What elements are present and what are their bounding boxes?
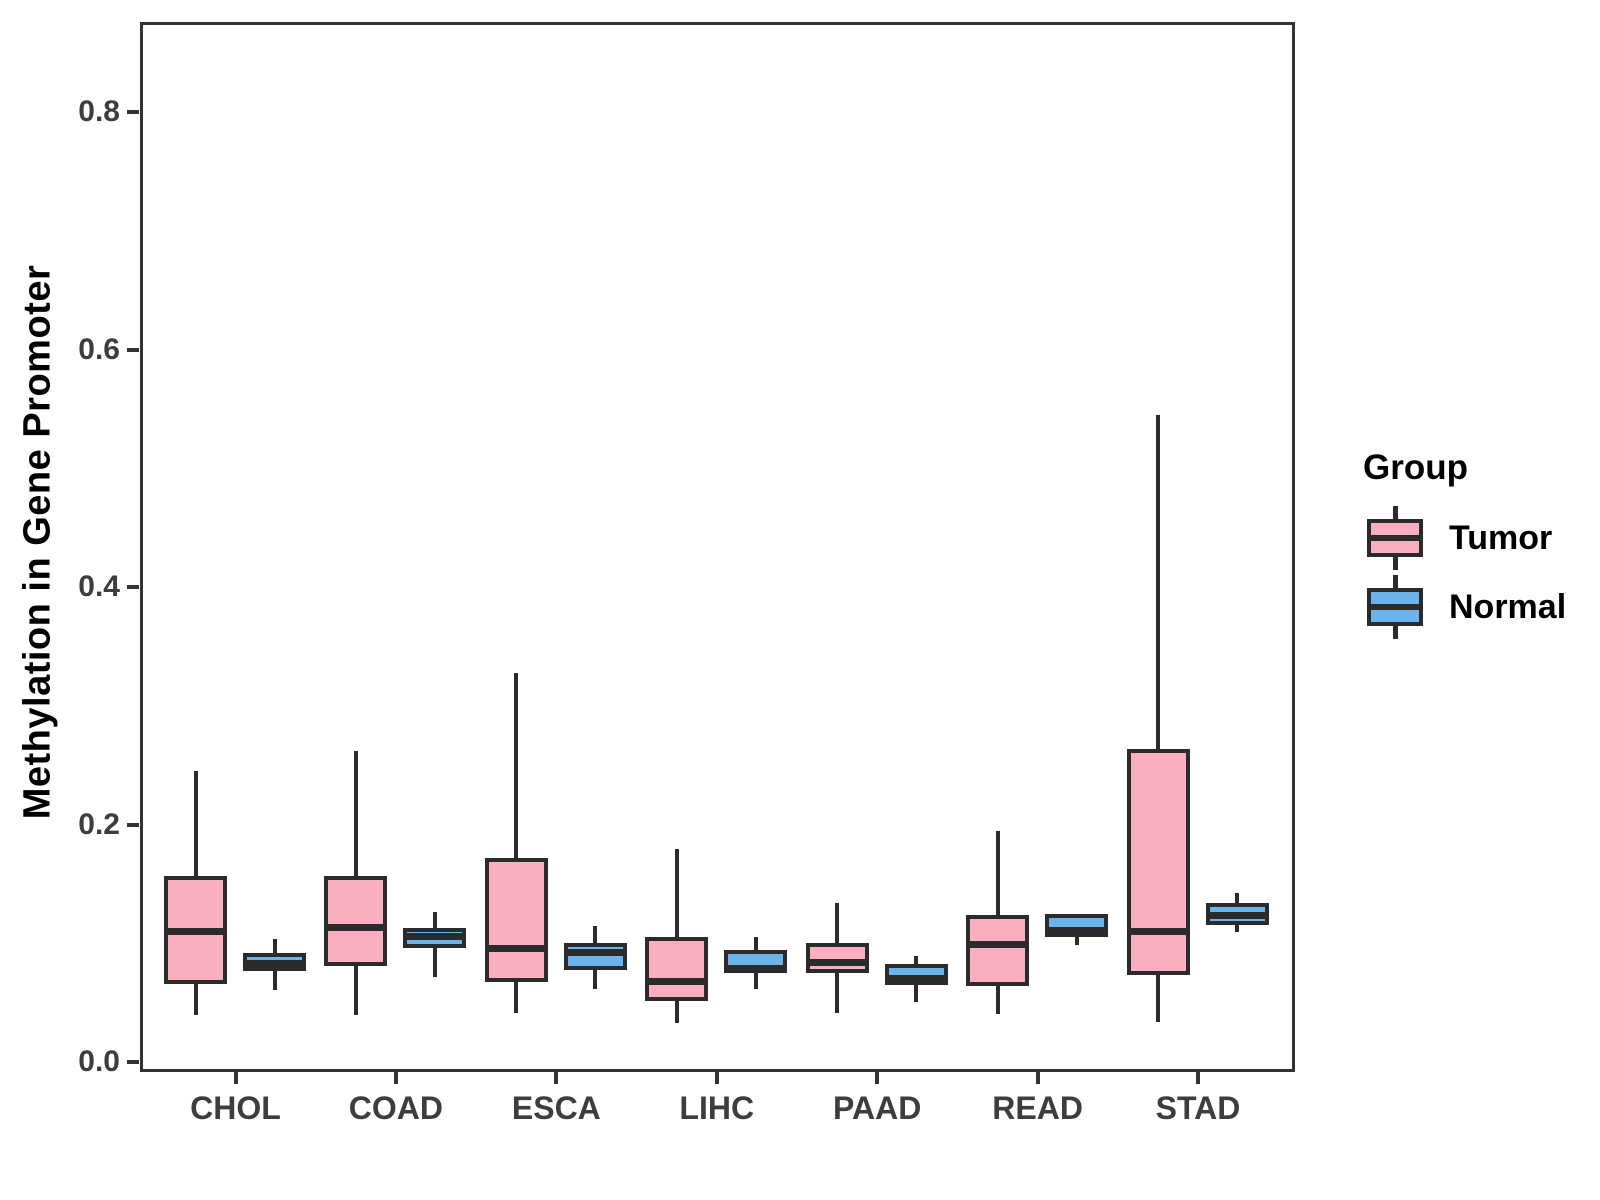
y-tick-mark xyxy=(127,822,139,827)
y-tick-label: 0.8 xyxy=(78,95,120,129)
median-CHOL-normal xyxy=(247,960,302,968)
key-median xyxy=(1371,604,1419,610)
boxplot-key-icon xyxy=(1367,575,1423,639)
plot-panel xyxy=(140,22,1295,1072)
y-tick-label: 0.6 xyxy=(78,332,120,366)
legend-label: Normal xyxy=(1449,587,1567,626)
legend-entries: Tumor Normal xyxy=(1363,506,1566,639)
median-PAAD-tumor xyxy=(809,959,865,967)
x-tick-mark xyxy=(554,1071,559,1084)
whisker-ESCA-tumor xyxy=(514,672,519,1013)
y-tick-label: 0.2 xyxy=(78,807,120,841)
median-ESCA-tumor xyxy=(488,944,544,952)
box-LIHC-tumor xyxy=(645,936,709,1001)
x-tick-label: PAAD xyxy=(833,1090,922,1126)
whisker-LIHC-tumor xyxy=(674,848,679,1024)
key-median xyxy=(1371,535,1419,541)
x-tick-label: ESCA xyxy=(511,1090,601,1126)
x-tick-label: COAD xyxy=(348,1090,444,1126)
x-tick-mark xyxy=(1035,1071,1040,1084)
x-tick-mark xyxy=(1196,1071,1201,1084)
x-tick-mark xyxy=(875,1071,880,1084)
median-LIHC-tumor xyxy=(649,978,705,986)
box-ESCA-tumor xyxy=(484,858,548,982)
legend-label: Tumor xyxy=(1449,518,1553,557)
whisker-STAD-tumor xyxy=(1156,415,1161,1023)
x-tick-label: STAD xyxy=(1155,1090,1241,1126)
y-tick-mark xyxy=(127,347,139,352)
y-tick-mark xyxy=(127,585,139,590)
legend-entry-normal: Normal xyxy=(1367,575,1566,639)
median-LIHC-normal xyxy=(728,965,784,973)
legend: Group Tumor Normal xyxy=(1363,448,1566,644)
x-tick-label: CHOL xyxy=(190,1090,281,1126)
boxplot-key-icon xyxy=(1367,506,1423,570)
median-READ-normal xyxy=(1049,927,1105,935)
legend-title: Group xyxy=(1363,448,1468,487)
box-ESCA-normal xyxy=(563,942,627,970)
x-tick-mark xyxy=(393,1071,398,1084)
box-PAAD-tumor xyxy=(805,942,869,974)
median-ESCA-normal xyxy=(567,948,623,956)
box-READ-tumor xyxy=(966,915,1030,987)
median-STAD-normal xyxy=(1209,911,1265,919)
box-STAD-tumor xyxy=(1126,748,1190,975)
median-STAD-tumor xyxy=(1130,928,1186,936)
x-tick-mark xyxy=(714,1071,719,1084)
y-tick-mark xyxy=(127,1060,139,1065)
median-PAAD-normal xyxy=(888,974,944,982)
median-COAD-tumor xyxy=(328,923,384,931)
y-tick-mark xyxy=(127,110,139,115)
y-tick-label: 0.4 xyxy=(78,570,120,604)
x-tick-label: READ xyxy=(992,1090,1083,1126)
median-COAD-normal xyxy=(407,933,463,941)
x-tick-label: LIHC xyxy=(679,1090,755,1126)
legend-entry-tumor: Tumor xyxy=(1367,506,1566,570)
median-CHOL-tumor xyxy=(168,928,223,936)
median-READ-tumor xyxy=(970,941,1026,949)
y-tick-label: 0.0 xyxy=(78,1045,120,1079)
box-COAD-tumor xyxy=(324,876,388,967)
x-tick-mark xyxy=(233,1071,238,1084)
